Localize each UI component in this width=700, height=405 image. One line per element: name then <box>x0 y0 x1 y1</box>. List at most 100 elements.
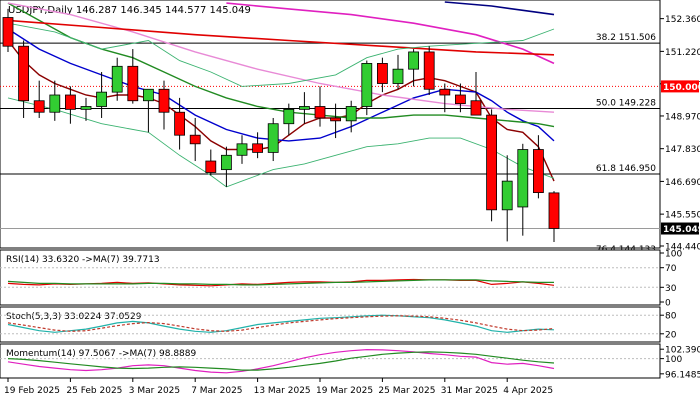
stoch-series-line <box>7 315 555 332</box>
x-axis: 19 Feb 2025 25 Feb 2025 3 Mar 2025 7 Mar 20… <box>4 378 553 396</box>
candle-body <box>220 154 232 171</box>
momentum-tick-label: 100 <box>665 355 682 365</box>
price-panel-frame <box>0 0 661 249</box>
stoch-series-line <box>7 314 555 333</box>
candle <box>158 80 170 130</box>
candle-body <box>517 149 529 208</box>
candle-body <box>486 114 498 211</box>
candle-body <box>501 180 513 211</box>
candle-body <box>470 100 482 116</box>
candle-body <box>298 106 310 110</box>
overlay-ma_red <box>7 19 555 56</box>
candle <box>18 40 30 118</box>
level-150-label: 150.000 <box>663 83 700 93</box>
rsi-label: RSI(14) 33.6320 ->MA(7) 39.7713 <box>6 255 160 265</box>
momentum-panel: Momentum(14) 97.5067 ->MA(7) 98.8889 102… <box>0 343 700 380</box>
overlay-band_lower <box>7 97 555 188</box>
chart-title: USDJPY,Daily 146.287 146.345 144.577 145… <box>8 5 251 16</box>
candle <box>189 117 201 162</box>
candle <box>501 155 513 242</box>
x-tick-label: 31 Mar 2025 <box>441 386 498 396</box>
candle <box>533 135 544 199</box>
x-tick-label: 19 Feb 2025 <box>4 386 60 396</box>
candle-body <box>2 17 14 47</box>
candle <box>205 149 217 176</box>
rsi-tick-label: 100 <box>665 250 682 260</box>
candle-body <box>65 94 76 110</box>
candle-body <box>127 65 139 102</box>
candle-body <box>18 45 30 102</box>
candle <box>361 60 373 116</box>
candle <box>376 57 388 93</box>
candle-body <box>454 94 466 105</box>
price-tick-label: 146.690 <box>665 178 700 188</box>
candle-body <box>189 134 201 145</box>
rsi-panel: RSI(14) 33.6320 ->MA(7) 39.7713 100 70 30 0 <box>0 249 682 309</box>
candle <box>49 80 61 121</box>
momentum-series-line <box>7 351 555 371</box>
price-tick-label: 144.440 <box>665 243 700 253</box>
level-150-tag <box>661 80 699 93</box>
candle <box>127 49 139 104</box>
candle <box>33 80 45 118</box>
candle <box>267 117 279 162</box>
candle <box>517 143 529 236</box>
candle <box>2 8 14 52</box>
x-tick-label: 19 Mar 2025 <box>316 386 373 396</box>
fib-level-label: 61.8 146.950 <box>596 164 656 174</box>
price-tick-label: 147.830 <box>665 145 700 155</box>
fib-level-label: 38.2 151.506 <box>596 33 656 43</box>
candle-body <box>392 68 404 84</box>
candle-body <box>361 63 373 107</box>
rsi-panel-frame <box>0 249 661 306</box>
candle <box>439 83 451 113</box>
price-panel: USDJPY,Daily 146.287 146.345 144.577 145… <box>0 0 700 256</box>
price-tick-label: 152.360 <box>665 15 700 25</box>
candle <box>174 97 186 150</box>
rsi-tick-label: 70 <box>665 264 677 274</box>
candle <box>220 146 232 187</box>
candle <box>236 135 248 164</box>
candle-body <box>252 143 264 153</box>
candle <box>111 57 123 101</box>
candle-body <box>345 106 357 122</box>
candle <box>80 97 92 121</box>
x-tick-label: 25 Feb 2025 <box>66 386 122 396</box>
candle <box>486 109 498 222</box>
candle-body <box>142 88 154 102</box>
x-tick-label: 7 Mar 2025 <box>191 386 242 396</box>
candle <box>314 86 326 127</box>
rsi-series-line <box>7 279 554 286</box>
fib-level-label: 50.0 149.228 <box>596 99 656 109</box>
candle <box>330 103 342 139</box>
candle <box>142 88 154 133</box>
candle-body <box>96 91 107 107</box>
candle-body <box>174 111 186 136</box>
price-tick-label: 151.220 <box>665 48 700 58</box>
current-price-label: 145.049 <box>663 225 700 235</box>
stoch-tick-label: 80 <box>665 312 677 322</box>
candle-body <box>49 94 61 113</box>
current-price-tag <box>661 222 699 235</box>
candle <box>298 92 310 124</box>
candle-body <box>111 65 123 93</box>
candle-body <box>423 51 435 90</box>
candle-body <box>439 88 451 96</box>
candle-body <box>205 160 217 173</box>
candle-body <box>236 143 248 156</box>
candle <box>65 86 76 124</box>
x-tick-label: 4 Apr 2025 <box>503 386 553 396</box>
candle-body <box>548 192 560 229</box>
candle-body <box>408 51 420 70</box>
stoch-tick-label: 20 <box>665 330 677 340</box>
candle <box>252 132 264 159</box>
candle-body <box>33 100 45 113</box>
x-tick-label: 25 Mar 2025 <box>378 386 435 396</box>
candle-body <box>267 123 279 153</box>
momentum-series-line <box>7 348 555 374</box>
candle-body <box>80 106 92 110</box>
price-tick-label: 148.970 <box>665 112 700 122</box>
